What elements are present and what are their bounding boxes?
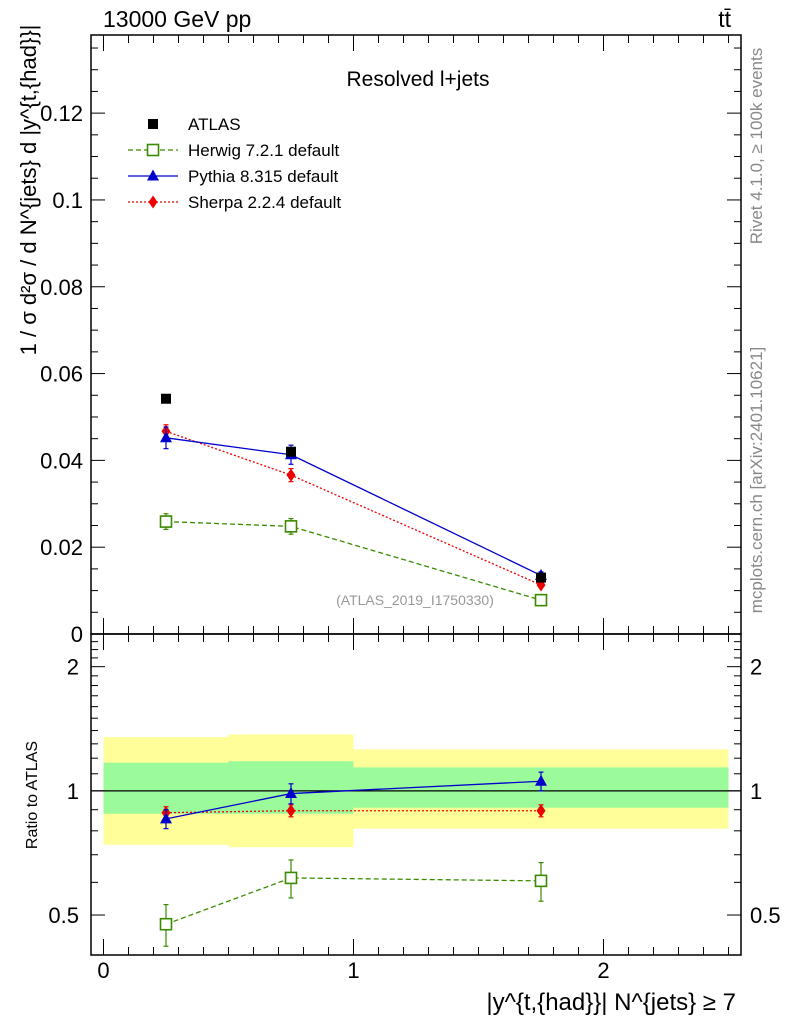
collision-energy-label: 13000 GeV pp	[103, 6, 251, 32]
main-y-tick-label: 0.1	[52, 188, 83, 213]
main-y-tick-label: 0.08	[40, 275, 83, 300]
x-tick-labels: 0 1 2	[97, 958, 609, 983]
analysis-watermark: (ATLAS_2019_I1750330)	[336, 592, 494, 608]
sherpa-2-2-4-default-ratio-point-1	[286, 804, 296, 818]
main-y-tick-label: 0	[71, 622, 83, 647]
herwig-7-2-1-default-main-point-1	[284, 520, 298, 533]
herwig-7-2-1-default-main-line	[165, 520, 542, 601]
main-y-axis-label: 1 / σ d²σ / d N^{jets} d |y^{t,{had}}|	[16, 25, 41, 356]
atlas-main-point-2	[536, 572, 546, 583]
pythia-8-315-default-main-point-0	[160, 431, 172, 443]
ratio-y-tick-label-left: 0.5	[48, 903, 79, 928]
ratio-band-inner-0	[103, 762, 229, 814]
legend-marker-herwig-7-2-1-default	[146, 143, 160, 157]
herwig-7-2-1-default-main-point-2	[534, 593, 548, 607]
main-ticks: 0 0.02 0.04 0.06 0.08 0.1 0.12	[40, 35, 741, 647]
process-label: tt̄	[718, 6, 731, 32]
main-y-tick-label: 0.06	[40, 362, 83, 387]
ratio-y-tick-label-left: 2	[67, 655, 79, 680]
legend-marker-sherpa-2-2-4-default	[148, 195, 158, 209]
ratio-y-tick-label-right: 1	[750, 779, 762, 804]
legend-label-sherpa-2-2-4-default: Sherpa 2.2.4 default	[188, 193, 341, 212]
herwig-7-2-1-default-ratio-line	[165, 877, 542, 925]
legend-label-atlas: ATLAS	[188, 115, 241, 134]
pythia-8-315-default-ratio-point-1	[285, 787, 297, 799]
main-y-tick-label: 0.02	[40, 535, 83, 560]
legend-marker-atlas	[148, 119, 158, 129]
legend-label-pythia-8-315-default: Pythia 8.315 default	[188, 167, 339, 186]
main-marks	[159, 393, 548, 607]
atlas-main-point-0	[161, 393, 171, 404]
ratio-y-tick-label-right: 0.5	[750, 903, 781, 928]
sherpa-2-2-4-default-ratio-point-2	[536, 804, 546, 818]
ratio-ticks: 0.5 0.5 1 1 2 2	[48, 634, 781, 956]
ratio-marks	[159, 771, 548, 947]
herwig-7-2-1-default-ratio-point-1	[284, 871, 298, 885]
panel-title: Resolved l+jets	[347, 68, 490, 91]
herwig-7-2-1-default-main-point-0	[159, 515, 173, 528]
legend-marker-pythia-8-315-default	[147, 169, 159, 181]
x-tick-label: 2	[597, 958, 609, 983]
rivet-version-label: Rivet 4.1.0, ≥ 100k events	[747, 48, 766, 244]
x-axis-label: |y^{t,{had}}| N^{jets} ≥ 7	[486, 989, 736, 1016]
herwig-7-2-1-default-ratio-point-0	[159, 917, 173, 931]
sherpa-2-2-4-default-main-line	[165, 430, 542, 586]
sherpa-2-2-4-default-main-point-1	[286, 468, 296, 482]
ratio-y-tick-label-right: 2	[750, 655, 762, 680]
ratio-panel-frame	[90, 633, 742, 956]
pythia-8-315-default-ratio-point-2	[535, 774, 547, 786]
x-tick-label: 0	[97, 958, 109, 983]
legend-label-herwig-7-2-1-default: Herwig 7.2.1 default	[188, 141, 339, 160]
ratio-uncertainty-bands	[91, 734, 741, 848]
ratio-y-tick-label-left: 1	[67, 779, 79, 804]
main-y-tick-label: 0.04	[40, 448, 83, 473]
pythia-8-315-default-main-line	[165, 437, 542, 576]
atlas-main-point-1	[286, 446, 296, 457]
pythia-8-315-default-ratio-point-0	[160, 812, 172, 824]
x-tick-label: 1	[347, 958, 359, 983]
legend: ATLAS Herwig 7.2.1 default Pythia 8.315 de…	[128, 115, 341, 212]
ratio-y-axis-label: Ratio to ATLAS	[24, 741, 41, 849]
main-y-tick-label: 0.12	[40, 101, 83, 126]
herwig-7-2-1-default-ratio-point-2	[534, 874, 548, 888]
main-panel: 0 0.02 0.04 0.06 0.08 0.1 0.12 Resolved l+jets…	[16, 25, 742, 647]
ratio-panel: 0.5 0.5 1 1 2 2 Ratio to ATLAS	[24, 633, 781, 956]
mcplots-label: mcplots.cern.ch [arXiv:2401.10621]	[747, 347, 766, 613]
